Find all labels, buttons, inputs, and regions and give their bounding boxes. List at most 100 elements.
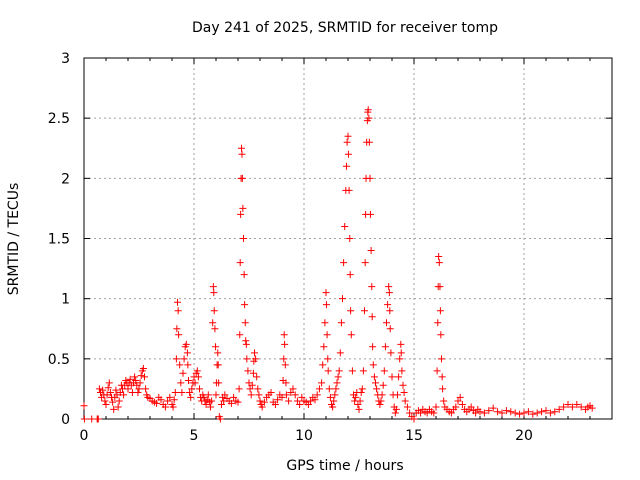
data-point xyxy=(378,391,386,399)
data-point xyxy=(458,401,466,409)
data-point xyxy=(246,385,254,393)
data-point xyxy=(342,162,350,170)
data-point xyxy=(210,289,218,297)
data-point xyxy=(322,301,330,309)
data-point xyxy=(560,403,568,411)
data-point xyxy=(187,393,195,401)
y-tick-label: 2.5 xyxy=(48,111,70,127)
data-point xyxy=(372,379,379,387)
data-point xyxy=(346,271,354,279)
data-point xyxy=(102,401,110,409)
data-point xyxy=(395,373,403,381)
data-point xyxy=(406,409,414,417)
data-point xyxy=(304,401,312,409)
data-point xyxy=(289,385,297,393)
data-point xyxy=(235,385,243,393)
data-point xyxy=(179,369,187,377)
data-point xyxy=(291,391,299,399)
data-point xyxy=(452,403,460,411)
data-point xyxy=(142,385,150,393)
data-point xyxy=(99,386,107,394)
data-point xyxy=(241,319,249,327)
data-point xyxy=(254,385,262,393)
data-point xyxy=(255,391,263,399)
data-point xyxy=(260,398,268,406)
data-point xyxy=(95,385,103,393)
data-point xyxy=(347,331,355,339)
data-point xyxy=(196,385,203,393)
data-point xyxy=(178,389,186,397)
data-point xyxy=(114,403,122,411)
data-point xyxy=(238,144,246,152)
data-point xyxy=(207,403,214,411)
data-points xyxy=(80,106,596,423)
data-point xyxy=(538,408,546,416)
data-point xyxy=(249,369,257,377)
data-point xyxy=(244,367,252,375)
data-point xyxy=(498,409,506,417)
data-point xyxy=(230,393,238,401)
data-point xyxy=(359,367,367,375)
data-point xyxy=(386,325,394,333)
data-point xyxy=(248,381,256,389)
data-point xyxy=(397,340,405,348)
data-point xyxy=(355,405,363,413)
data-point xyxy=(385,283,393,291)
data-point xyxy=(287,389,295,397)
data-point xyxy=(323,331,331,339)
data-point xyxy=(313,391,321,399)
data-point xyxy=(185,376,192,384)
data-point xyxy=(238,174,246,182)
x-tick-label: 15 xyxy=(405,428,423,444)
data-point xyxy=(322,289,330,297)
data-point xyxy=(400,389,408,397)
data-point xyxy=(153,399,161,407)
data-point xyxy=(340,259,348,267)
data-point xyxy=(529,410,537,418)
data-point xyxy=(403,403,411,411)
data-point xyxy=(339,295,346,303)
data-point xyxy=(489,404,497,412)
data-point xyxy=(315,385,323,393)
data-point xyxy=(101,397,109,405)
data-point xyxy=(577,403,585,411)
data-point xyxy=(436,283,444,291)
data-point xyxy=(329,403,337,411)
data-point xyxy=(252,355,260,363)
data-point xyxy=(345,186,353,194)
data-point xyxy=(365,138,373,146)
data-point xyxy=(369,343,377,351)
data-point xyxy=(432,403,440,411)
y-tick-labels: 0 0.5 1 1.5 2 2.5 3 xyxy=(48,51,70,428)
x-tick-label: 10 xyxy=(295,428,313,444)
data-point xyxy=(383,319,390,327)
data-point xyxy=(392,405,400,413)
data-point xyxy=(243,355,251,363)
data-point xyxy=(104,384,112,392)
data-point xyxy=(280,355,288,363)
chart-title: Day 241 of 2025, SRMTID for receiver tom… xyxy=(192,20,498,36)
data-point xyxy=(401,397,409,405)
data-point xyxy=(366,210,374,218)
data-point xyxy=(170,396,178,404)
data-point xyxy=(242,337,250,345)
data-point xyxy=(239,204,247,212)
data-point xyxy=(331,391,339,399)
data-point xyxy=(80,415,88,423)
data-point xyxy=(447,409,455,417)
data-point xyxy=(132,376,140,384)
data-point xyxy=(336,349,344,357)
data-point xyxy=(381,343,389,351)
data-point xyxy=(184,361,192,369)
data-point xyxy=(321,319,329,327)
data-point xyxy=(282,379,290,387)
data-point xyxy=(280,331,288,339)
data-point xyxy=(437,331,445,339)
data-point xyxy=(210,307,218,315)
data-point xyxy=(348,367,356,375)
data-point xyxy=(368,283,376,291)
y-tick-label: 0 xyxy=(61,412,70,428)
data-point xyxy=(307,397,315,405)
data-point xyxy=(161,403,169,411)
